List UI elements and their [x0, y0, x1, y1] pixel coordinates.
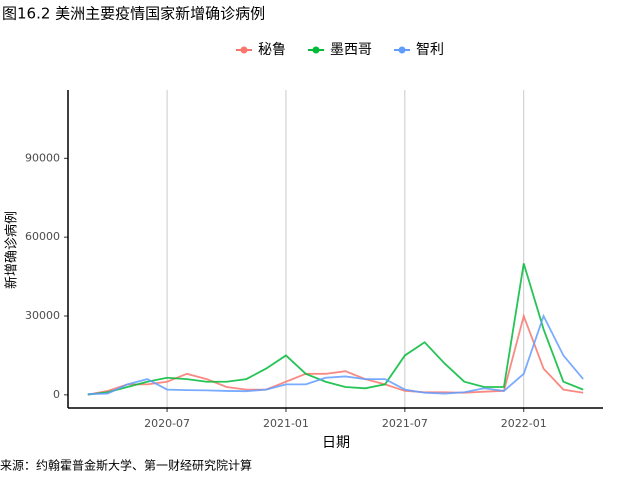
legend-label: 智利 [416, 42, 444, 58]
y-tick-label: 60000 [25, 230, 60, 243]
series-line [87, 313, 584, 395]
y-tick-label: 90000 [25, 151, 60, 164]
legend-label: 秘鲁 [258, 42, 286, 58]
chart-title: 图16.2 美洲主要疫情国家新增确诊病例 [2, 5, 265, 23]
x-tick-label: 2022-01 [501, 417, 547, 430]
x-tick-label: 2021-07 [382, 417, 428, 430]
x-tick-label: 2020-07 [144, 417, 190, 430]
source-note: 来源：约翰霍普金斯大学、第一财经研究院计算 [0, 458, 252, 473]
legend-key-point [398, 46, 406, 54]
y-tick-label: 0 [53, 388, 60, 401]
y-axis-label: 新增确诊病例 [4, 211, 20, 289]
legend-label: 墨西哥 [330, 42, 372, 58]
x-axis-label: 日期 [322, 435, 350, 451]
legend-key-point [240, 46, 248, 54]
series-line [87, 263, 584, 396]
y-tick-label: 30000 [25, 309, 60, 322]
x-tick-label: 2021-01 [263, 417, 309, 430]
legend-key-point [312, 46, 320, 54]
